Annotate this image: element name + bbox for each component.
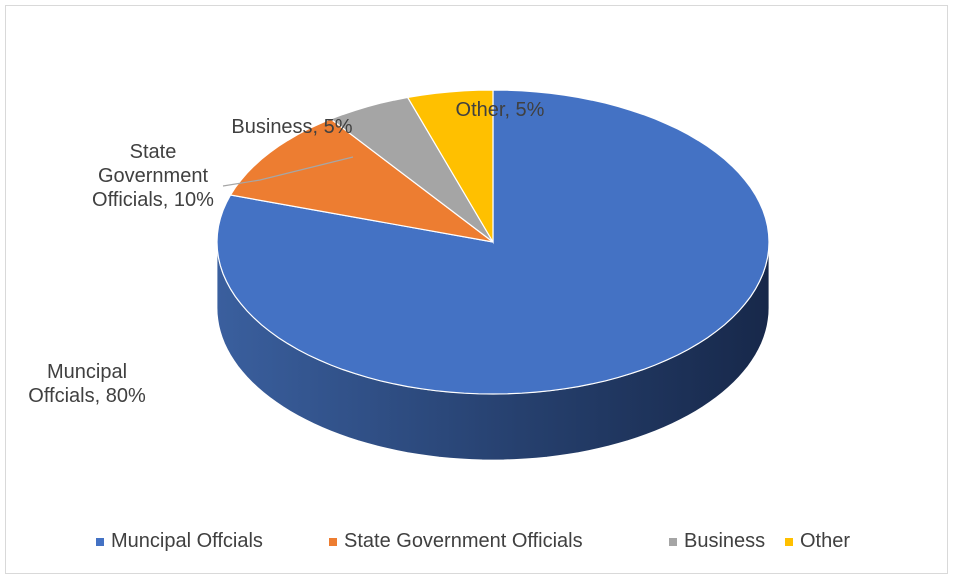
legend-label-other: Other [800,530,850,552]
data-label-state-government-officials-line-1: State [130,141,177,163]
slice-other [406,89,494,245]
legend-label-state-government-officials: State Government Officials [344,530,583,552]
slice-business [329,96,494,243]
data-label-muncipal-offcials-line-1: Muncipal [47,361,127,383]
data-label-muncipal-offcials-line-2: Offcials, 80% [28,385,146,407]
data-label-business-line-1: Business, 5% [231,116,352,138]
legend: Muncipal Offcials State Government Offici… [96,530,850,552]
data-label-state-government-officials-line-3: Officials, 10% [92,189,214,211]
legend-swatch-other [785,538,793,546]
pie-top-face [216,89,770,395]
data-label-other-line-1: Other, 5% [456,99,545,121]
legend-swatch-state-government-officials [329,538,337,546]
slice-state-government-officials [229,118,494,243]
data-label-state-government-officials-line-2: Government [98,165,208,187]
legend-label-muncipal-offcials: Muncipal Offcials [111,530,263,552]
leader-line-state-government-officials [222,156,354,187]
leader-lines [222,156,354,187]
legend-label-business: Business [684,530,765,552]
legend-swatch-muncipal-offcials [96,538,104,546]
legend-swatch-business [669,538,677,546]
